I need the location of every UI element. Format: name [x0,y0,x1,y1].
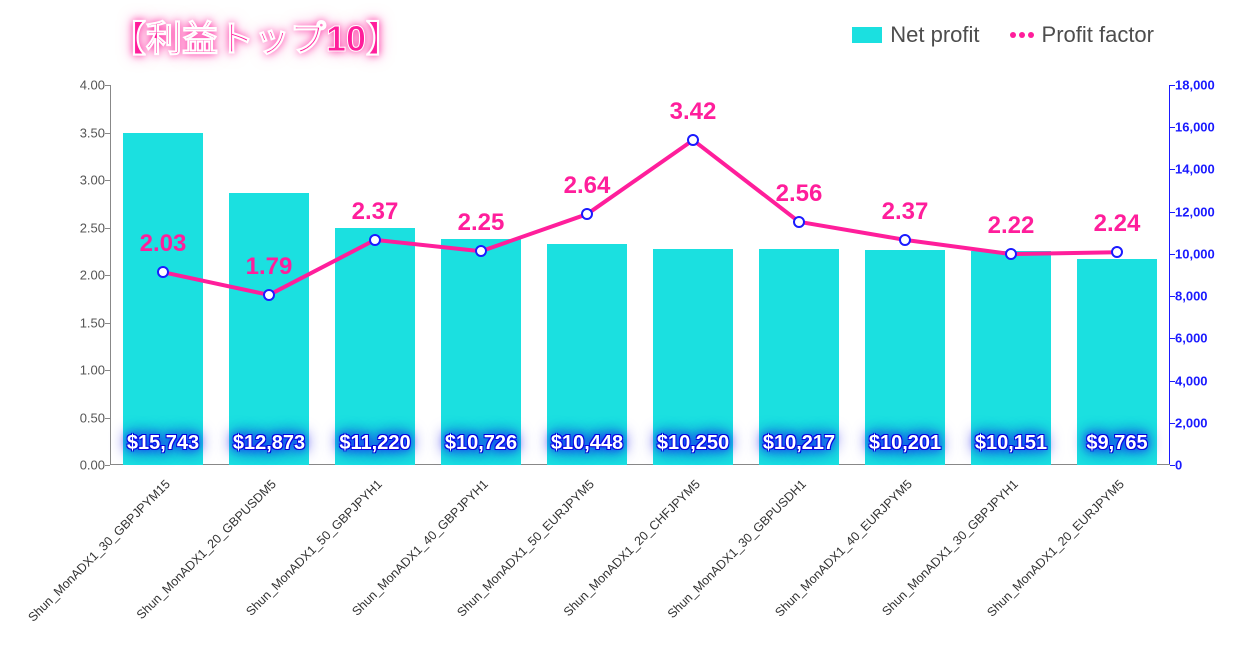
tick-mark [1170,212,1175,213]
y-right-tick: 12,000 [1175,204,1225,219]
bar-value-label: $10,217 [759,432,840,455]
y-right-tick: 4,000 [1175,373,1225,388]
bar-value-label: $10,201 [865,432,946,455]
tick-mark [105,85,110,86]
chart-title: 【利益トップ10】 [110,10,402,62]
y-right-axis [1169,85,1170,465]
y-left-tick: 3.00 [60,173,105,188]
tick-mark [1170,381,1175,382]
line-marker [157,266,169,278]
bar: $10,201 [865,250,946,465]
line-marker [369,234,381,246]
bar: $10,250 [653,249,734,465]
legend-item-bar: Net profit [852,22,979,48]
y-left-tick: 0.00 [60,458,105,473]
profit-factor-label: 2.37 [352,198,399,226]
tick-mark [1170,254,1175,255]
bar: $10,217 [759,249,840,465]
y-left-tick: 3.50 [60,125,105,140]
line-marker [793,216,805,228]
tick-mark [105,465,110,466]
line-marker [687,134,699,146]
tick-mark [1170,127,1175,128]
line-swatch-icon [1010,32,1034,38]
bar-value-label: $10,151 [971,432,1052,455]
legend: Net profit Profit factor [852,22,1154,48]
y-right-tick: 8,000 [1175,289,1225,304]
tick-mark [105,228,110,229]
y-right-tick: 18,000 [1175,78,1225,93]
profit-factor-label: 2.56 [776,180,823,208]
profit-factor-label: 2.03 [140,230,187,258]
tick-mark [1170,85,1175,86]
bar: $11,220 [335,228,416,465]
profit-factor-label: 2.64 [564,172,611,200]
bar-value-label: $10,726 [441,432,522,455]
y-left-tick: 1.00 [60,363,105,378]
y-right-tick: 2,000 [1175,415,1225,430]
line-marker [899,234,911,246]
bar: $9,765 [1077,259,1158,465]
profit-factor-label: 2.25 [458,209,505,237]
y-left-axis [110,85,111,465]
legend-item-line: Profit factor [1010,22,1154,48]
tick-mark [1170,465,1175,466]
bar: $10,726 [441,239,522,465]
bar: $10,151 [971,251,1052,465]
line-marker [1111,246,1123,258]
y-left-tick: 0.50 [60,410,105,425]
tick-mark [1170,169,1175,170]
y-right-tick: 0 [1175,458,1225,473]
tick-mark [105,275,110,276]
bar-value-label: $9,765 [1077,432,1158,455]
line-marker [581,208,593,220]
legend-line-label: Profit factor [1042,22,1154,48]
profit-factor-label: 1.79 [246,253,293,281]
y-left-tick: 4.00 [60,78,105,93]
plot-area: 0.000.501.001.502.002.503.003.504.0002,0… [110,85,1170,465]
bar-value-label: $11,220 [335,432,416,455]
bar-value-label: $15,743 [123,432,204,455]
bar: $10,448 [547,244,628,465]
bar: $15,743 [123,133,204,465]
line-marker [1005,248,1017,260]
y-right-tick: 10,000 [1175,246,1225,261]
y-left-tick: 2.50 [60,220,105,235]
y-left-tick: 1.50 [60,315,105,330]
y-right-tick: 16,000 [1175,120,1225,135]
bar: $12,873 [229,193,310,465]
tick-mark [105,180,110,181]
tick-mark [105,323,110,324]
bar-value-label: $10,448 [547,432,628,455]
tick-mark [1170,338,1175,339]
bar-value-label: $12,873 [229,432,310,455]
y-right-tick: 6,000 [1175,331,1225,346]
bar-value-label: $10,250 [653,432,734,455]
profit-factor-label: 2.24 [1094,210,1141,238]
y-left-tick: 2.00 [60,268,105,283]
bar-swatch-icon [852,27,882,43]
tick-mark [105,133,110,134]
profit-factor-label: 2.37 [882,198,929,226]
y-right-tick: 14,000 [1175,162,1225,177]
tick-mark [1170,423,1175,424]
line-marker [475,245,487,257]
line-marker [263,289,275,301]
tick-mark [105,418,110,419]
profit-factor-label: 3.42 [670,98,717,126]
legend-bar-label: Net profit [890,22,979,48]
tick-mark [1170,296,1175,297]
profit-factor-label: 2.22 [988,212,1035,240]
tick-mark [105,370,110,371]
